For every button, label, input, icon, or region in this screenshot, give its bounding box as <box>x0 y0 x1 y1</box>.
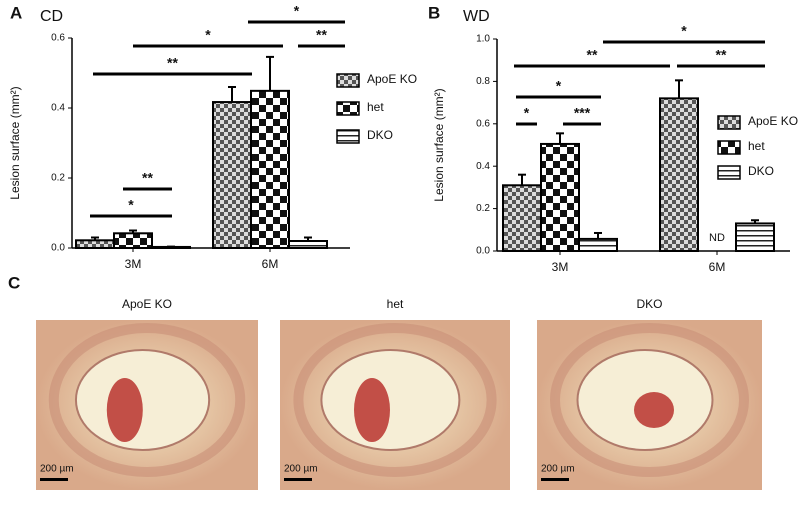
significance-label: ** <box>316 27 327 43</box>
lesion <box>634 392 674 428</box>
y-tick-label: 0.0 <box>51 243 65 254</box>
scale-bar-label: 200 µm <box>40 464 74 475</box>
bar <box>250 89 290 249</box>
significance-label: *** <box>574 105 591 121</box>
bar <box>735 222 775 253</box>
lesion <box>354 378 390 442</box>
scale-bar <box>40 478 68 481</box>
significance-label: ** <box>167 55 178 71</box>
vessel-wall <box>550 323 749 477</box>
y-axis-label: Lesion surface (mm²) <box>8 86 22 199</box>
scale-bar <box>541 478 569 481</box>
y-tick-label: 0.2 <box>51 173 65 184</box>
legend-label: het <box>748 139 765 153</box>
bar <box>659 97 699 252</box>
scale-bar <box>284 478 312 481</box>
lumen <box>74 349 211 451</box>
y-tick-label: 0.6 <box>476 118 490 129</box>
bar <box>502 184 542 252</box>
significance-label: ** <box>142 170 153 186</box>
bar <box>540 142 580 252</box>
legend-swatch <box>717 140 741 155</box>
significance-label: * <box>294 3 300 19</box>
significance-label: ** <box>716 47 727 63</box>
legend-label: DKO <box>367 128 393 142</box>
bar <box>212 101 252 249</box>
legend-label: DKO <box>748 164 774 178</box>
x-tick-label: 3M <box>552 260 569 274</box>
significance-label: * <box>128 197 134 213</box>
chart-title: CD <box>40 8 63 25</box>
x-tick-label: 6M <box>262 257 279 271</box>
scale-bar-label: 200 µm <box>284 464 318 475</box>
legend-swatch <box>717 165 741 180</box>
panel-label: B <box>428 3 440 22</box>
image-title: het <box>387 297 404 311</box>
y-tick-label: 0.2 <box>476 203 490 214</box>
legend-swatch <box>336 129 360 144</box>
image-title: DKO <box>636 297 662 311</box>
image-title: ApoE KO <box>122 297 172 311</box>
vessel-wall <box>48 323 246 477</box>
y-tick-label: 0.6 <box>51 33 65 44</box>
legend-swatch <box>717 115 741 130</box>
legend-label: ApoE KO <box>748 114 798 128</box>
scale-bar-label: 200 µm <box>541 464 575 475</box>
bar <box>75 239 115 250</box>
y-tick-label: 0.4 <box>476 161 490 172</box>
legend-label: het <box>367 100 384 114</box>
y-tick-label: 1.0 <box>476 34 490 45</box>
y-tick-label: 0.0 <box>476 246 490 257</box>
significance-label: ** <box>587 47 598 63</box>
y-tick-label: 0.4 <box>51 103 65 114</box>
chart-title: WD <box>463 8 490 25</box>
bar <box>288 240 328 249</box>
legend-label: ApoE KO <box>367 72 417 86</box>
panel-label: C <box>8 273 20 292</box>
legend-swatch <box>336 73 360 88</box>
significance-label: * <box>681 23 687 39</box>
x-tick-label: 6M <box>709 260 726 274</box>
y-axis-label: Lesion surface (mm²) <box>432 88 446 201</box>
bar <box>113 232 153 250</box>
significance-label: * <box>556 78 562 94</box>
panel-label: A <box>10 3 22 22</box>
legend-swatch <box>336 101 360 116</box>
vessel-wall <box>293 323 497 477</box>
significance-label: * <box>524 105 530 121</box>
y-tick-label: 0.8 <box>476 76 490 87</box>
x-tick-label: 3M <box>125 257 142 271</box>
significance-label: * <box>205 27 211 43</box>
lumen <box>320 349 461 451</box>
annotation: ND <box>709 232 725 244</box>
bar <box>151 245 191 249</box>
bar <box>578 237 618 252</box>
lesion <box>106 378 143 442</box>
